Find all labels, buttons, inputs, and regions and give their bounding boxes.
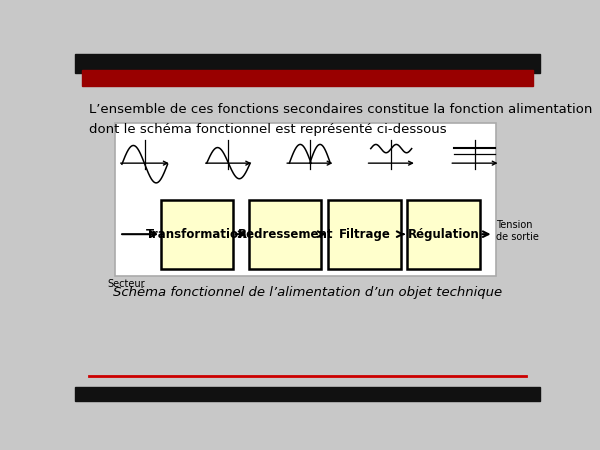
Bar	[328, 199, 401, 269]
Text: Régulation: Régulation	[407, 228, 479, 241]
Bar	[75, 387, 540, 400]
Text: Secteur: Secteur	[107, 279, 145, 289]
Text: L’ensemble de ces fonctions secondaires constitue la fonction alimentation: L’ensemble de ces fonctions secondaires …	[89, 103, 592, 116]
Text: Schéma fonctionnel de l’alimentation d’un objet technique: Schéma fonctionnel de l’alimentation d’u…	[113, 286, 502, 299]
Text: Filtrage: Filtrage	[338, 228, 391, 241]
Text: Tension
de sortie: Tension de sortie	[496, 220, 539, 242]
Text: Redressement: Redressement	[238, 228, 333, 241]
Bar	[82, 70, 533, 86]
Bar	[250, 199, 322, 269]
Bar	[161, 199, 233, 269]
Bar	[115, 123, 496, 276]
Bar	[75, 54, 540, 73]
Text: dont le schéma fonctionnel est représenté ci-dessous: dont le schéma fonctionnel est représent…	[89, 123, 446, 136]
Bar	[407, 199, 479, 269]
Text: Transformation: Transformation	[146, 228, 248, 241]
